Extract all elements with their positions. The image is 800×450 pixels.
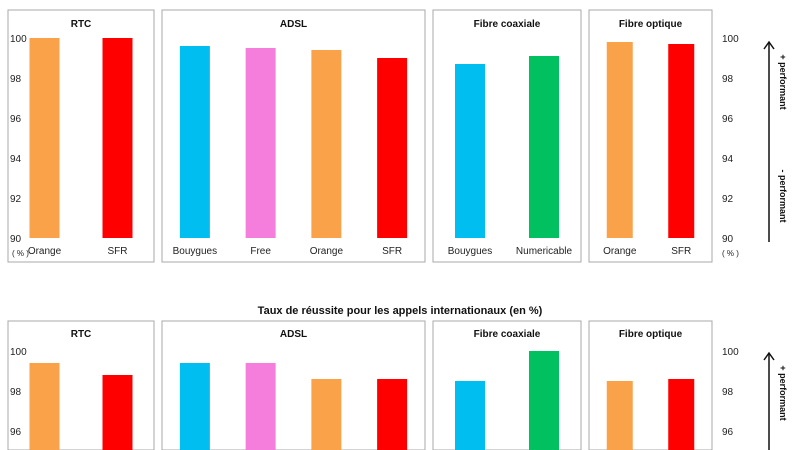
y-tick-right: 90 [722, 234, 734, 245]
worse-label: - performant [778, 169, 788, 222]
panel-title: RTC [71, 19, 92, 30]
bar [179, 46, 210, 238]
bar [29, 38, 60, 238]
y-tick-left: 98 [10, 387, 22, 398]
y-tick-left: 94 [10, 154, 22, 165]
arrow-head [763, 351, 775, 361]
bar [245, 363, 276, 450]
bar [455, 64, 485, 238]
panel-frame [588, 320, 713, 450]
category-label: Orange [603, 246, 637, 257]
bar [529, 56, 559, 238]
category-label: Orange [28, 246, 62, 257]
panel-frame [7, 320, 155, 450]
bar [311, 50, 342, 238]
y-tick-right: 94 [722, 154, 734, 165]
bar [455, 381, 485, 450]
panel-title: Fibre optique [619, 19, 683, 30]
bar [377, 58, 408, 238]
category-label: Bouygues [173, 246, 217, 257]
category-label: Orange [310, 246, 344, 257]
y-tick-left: 96 [10, 427, 22, 438]
y-tick-right: 92 [722, 194, 734, 205]
panel-fibre-coaxiale: Fibre coaxiale [432, 320, 582, 450]
panel-fibre-optique: Fibre optique [588, 320, 713, 450]
panel-frame [161, 320, 426, 450]
bar [668, 379, 695, 450]
panel-frame [161, 9, 426, 263]
panel-title: ADSL [280, 19, 307, 30]
y-tick-right: 98 [722, 387, 734, 398]
unit-label-left: ( % ) [12, 249, 29, 258]
better-label: + performant [778, 365, 788, 420]
category-label: SFR [108, 246, 128, 257]
y-tick-left: 90 [10, 234, 22, 245]
bar [377, 379, 408, 450]
bar [245, 48, 276, 238]
category-label: Free [250, 246, 271, 257]
y-tick-right: 96 [722, 427, 734, 438]
bar [102, 375, 133, 450]
chart-title: Taux de réussite pour les appels interna… [258, 305, 543, 317]
panel-title: Fibre optique [619, 329, 683, 340]
bar [29, 363, 60, 450]
panel-title: Fibre coaxiale [474, 329, 541, 340]
y-tick-left: 100 [10, 34, 27, 45]
category-label: Bouygues [448, 246, 492, 257]
y-tick-left: 100 [10, 347, 27, 358]
y-tick-right: 98 [722, 74, 734, 85]
panel-frame [7, 9, 155, 263]
bar [179, 363, 210, 450]
bar [606, 381, 633, 450]
panel-adsl: ADSL [161, 320, 426, 450]
panel-title: Fibre coaxiale [474, 19, 541, 30]
panel-adsl: ADSL Bouygues Free Orange SFR [161, 9, 426, 263]
category-label: SFR [382, 246, 402, 257]
panel-rtc: RTC [7, 320, 155, 450]
bar [311, 379, 342, 450]
bar [606, 42, 633, 238]
category-label: SFR [671, 246, 691, 257]
panel-rtc: RTC Orange SFR [7, 9, 155, 263]
panel-title: RTC [71, 329, 92, 340]
y-tick-right: 96 [722, 114, 734, 125]
better-label: + performant [778, 54, 788, 109]
panel-fibre-coaxiale: Fibre coaxiale Bouygues Numericable [432, 9, 582, 263]
unit-label-right: ( % ) [722, 249, 739, 258]
bar [668, 44, 695, 238]
bar [529, 351, 559, 450]
panel-frame [588, 9, 713, 263]
panel-title: ADSL [280, 329, 307, 340]
chart-2: Taux de réussite pour les appels interna… [7, 305, 788, 450]
panel-frame [432, 320, 582, 450]
panel-frame [432, 9, 582, 263]
panel-fibre-optique: Fibre optique Orange SFR [588, 9, 713, 263]
arrow-head [763, 40, 775, 50]
bar [102, 38, 133, 238]
category-label: Numericable [516, 246, 573, 257]
y-tick-left: 92 [10, 194, 22, 205]
y-tick-right: 100 [722, 347, 739, 358]
y-tick-left: 98 [10, 74, 22, 85]
y-tick-right: 100 [722, 34, 739, 45]
y-tick-left: 96 [10, 114, 22, 125]
